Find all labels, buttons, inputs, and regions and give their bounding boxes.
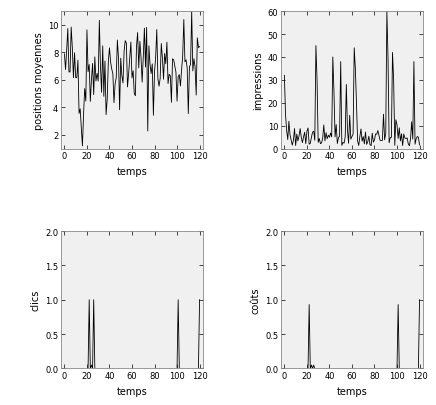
X-axis label: temps: temps (116, 166, 147, 177)
X-axis label: temps: temps (337, 386, 368, 396)
Y-axis label: coûts: coûts (251, 287, 261, 313)
X-axis label: temps: temps (337, 166, 368, 177)
X-axis label: temps: temps (116, 386, 147, 396)
Y-axis label: clics: clics (31, 289, 41, 311)
Y-axis label: positions moyennes: positions moyennes (34, 32, 44, 130)
Y-axis label: impressions: impressions (253, 51, 263, 110)
